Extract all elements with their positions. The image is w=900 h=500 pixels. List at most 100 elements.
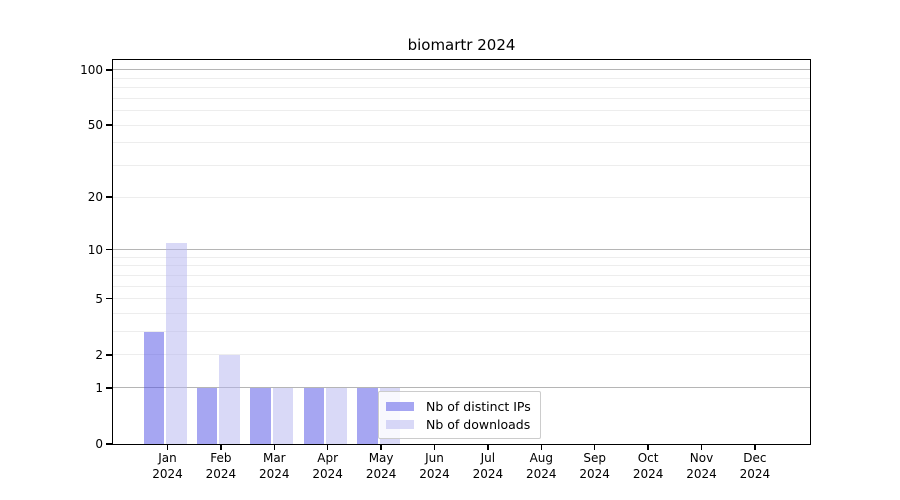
y-axis-tick (106, 248, 113, 251)
gridline-minor (113, 331, 810, 333)
bar-downloads-jan (166, 242, 187, 444)
gridline-minor (113, 165, 810, 167)
gridline-major (113, 249, 810, 251)
y-axis-tick (106, 387, 113, 389)
x-tick-label-mar: Mar 2024 (242, 450, 306, 482)
gridline-minor (113, 274, 810, 276)
bar-distinct-ips-jan (143, 331, 164, 444)
x-tick-label-jun: Jun 2024 (403, 450, 467, 482)
x-tick-label-oct: Oct 2024 (616, 450, 680, 482)
gridline-major (113, 387, 810, 389)
x-tick-year: 2024 (365, 467, 397, 481)
gridline-minor (113, 77, 810, 79)
x-tick-year: 2024 (472, 467, 504, 481)
x-tick-label-feb: Feb 2024 (189, 450, 253, 482)
x-tick-month: Jul (480, 451, 496, 465)
bar-downloads-feb (219, 354, 240, 444)
gridline-minor (113, 298, 810, 300)
x-tick-year: 2024 (686, 467, 717, 481)
gridline-minor (113, 265, 810, 267)
bar-distinct-ips-may (357, 387, 378, 444)
y-axis-tick (106, 354, 113, 356)
x-tick-year: 2024 (419, 467, 450, 481)
x-tick-month: Mar (262, 451, 286, 465)
x-tick-month: Jan (158, 451, 177, 465)
x-tick-month: Apr (317, 451, 339, 465)
x-tick-year: 2024 (526, 467, 557, 481)
x-tick-label-nov: Nov 2024 (670, 450, 734, 482)
gridline-major (113, 69, 810, 71)
gridline-minor (113, 142, 810, 144)
bar-downloads-mar (272, 387, 294, 444)
gridline-minor (113, 256, 810, 258)
x-tick-month: Sep (583, 451, 606, 465)
gridline-minor (113, 87, 810, 89)
x-tick-month: Oct (637, 451, 659, 465)
legend-swatch-distinct-ips (386, 402, 414, 411)
chart-title: biomartr 2024 (407, 36, 516, 54)
gridline-minor (113, 354, 810, 356)
y-tick-label: 10 (87, 242, 103, 257)
x-axis-tick (166, 444, 169, 450)
x-tick-label-dec: Dec 2024 (723, 450, 787, 482)
bar-distinct-ips-feb (196, 387, 218, 444)
gridline-minor (113, 196, 810, 198)
legend-item: Nb of downloads (385, 417, 534, 432)
legend-label: Nb of distinct IPs (426, 399, 531, 414)
x-axis-tick (487, 444, 489, 450)
y-tick-label: 100 (80, 62, 103, 77)
x-tick-month: Jun (425, 451, 444, 465)
y-tick-label: 1 (95, 380, 103, 395)
x-tick-year: 2024 (739, 467, 771, 481)
x-tick-year: 2024 (579, 467, 610, 481)
x-tick-month: May (368, 451, 394, 465)
x-axis-tick (380, 444, 382, 450)
bar-distinct-ips-mar (250, 387, 271, 444)
x-tick-month: Dec (743, 451, 767, 465)
x-axis-tick (273, 444, 276, 450)
y-axis-tick (106, 196, 113, 198)
x-tick-month: Aug (529, 451, 554, 465)
gridline-minor (113, 110, 810, 112)
x-tick-label-jan: Jan 2024 (136, 450, 200, 482)
x-tick-label-sep: Sep 2024 (563, 450, 627, 482)
x-tick-month: Nov (689, 451, 714, 465)
x-tick-year: 2024 (259, 467, 290, 481)
y-tick-label: 0 (95, 437, 103, 451)
x-axis-tick (647, 444, 649, 450)
x-axis-tick (326, 444, 329, 450)
x-tick-month: Feb (210, 451, 232, 465)
x-axis-tick (754, 444, 756, 450)
x-axis-tick (593, 444, 596, 450)
y-axis-tick (106, 443, 113, 445)
y-tick-label: 5 (95, 291, 103, 306)
y-tick-label: 50 (87, 118, 103, 133)
legend-label: Nb of downloads (426, 417, 531, 432)
x-tick-year: 2024 (205, 467, 237, 481)
x-tick-year: 2024 (312, 467, 343, 481)
y-tick-label: 2 (95, 347, 103, 362)
x-tick-label-jul: Jul 2024 (456, 450, 520, 482)
x-axis-tick (540, 444, 543, 450)
x-axis-tick (220, 444, 222, 450)
y-axis-tick (106, 124, 113, 126)
x-tick-year: 2024 (632, 467, 664, 481)
gridline-minor (113, 124, 810, 126)
x-tick-label-may: May 2024 (349, 450, 413, 482)
x-tick-label-aug: Aug 2024 (509, 450, 573, 482)
gridline-minor (113, 97, 810, 99)
y-tick-label: 20 (87, 190, 103, 205)
x-tick-year: 2024 (152, 467, 183, 481)
legend-swatch-downloads (386, 420, 414, 429)
gridline-minor (113, 313, 810, 315)
x-tick-label-apr: Apr 2024 (296, 450, 360, 482)
legend: Nb of distinct IPs Nb of downloads (378, 391, 541, 439)
y-axis-tick (106, 297, 113, 300)
plot-area: Nb of distinct IPs Nb of downloads (112, 59, 811, 445)
bar-downloads-apr (326, 387, 347, 444)
x-axis-tick (433, 444, 436, 450)
bar-distinct-ips-apr (303, 387, 325, 444)
gridline-minor (113, 285, 810, 287)
x-axis-tick (700, 444, 703, 450)
